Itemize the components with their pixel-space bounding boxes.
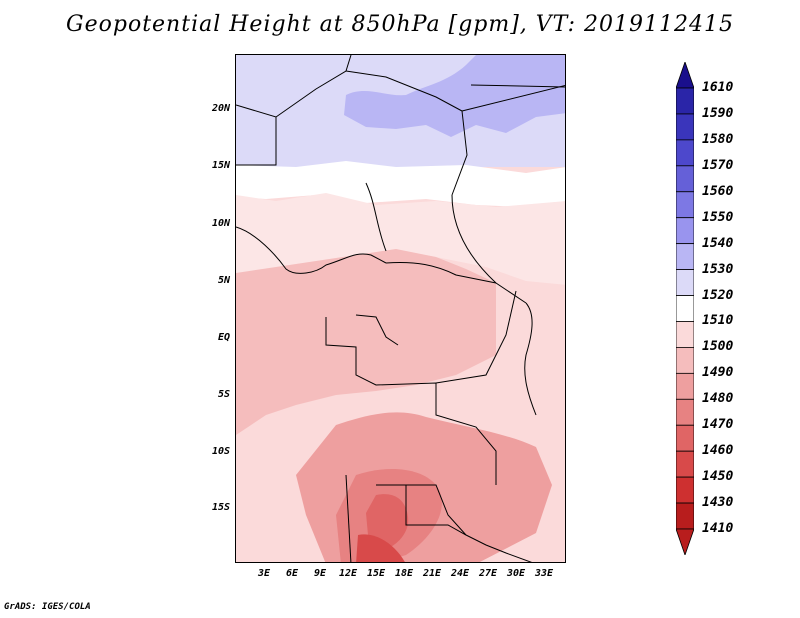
colorbar-segment [676,243,694,270]
colorbar-label: 1530 [702,261,734,277]
colorbar-segment [676,139,694,167]
band-1510 [236,161,565,207]
colorbar-segment [676,191,694,219]
band-1490 [236,249,496,435]
colorbar-label: 1610 [702,80,734,95]
lon-label-33e: 33E [534,568,554,579]
colorbar-cap-top [676,62,694,89]
colorbar-label: 1510 [702,313,734,329]
colorbar-segment [676,476,694,504]
lat-label-15n: 15N [211,160,230,171]
colorbar [676,62,694,555]
lon-label-12e: 12E [338,568,358,579]
lon-label-18e: 18E [394,568,414,579]
colorbar-label: 1590 [702,105,734,121]
colorbar-cap-bottom [676,528,694,555]
colorbar-segment [676,424,694,452]
colorbar-segment [676,398,694,426]
colorbar-label: 1560 [702,183,734,199]
lon-label-3e: 3E [257,568,271,579]
lat-label-5s: 5S [217,389,230,400]
colorbar-segments [676,62,694,555]
colorbar-segment [676,269,694,296]
lon-label-21e: 21E [422,568,442,579]
lon-label-30e: 30E [506,568,526,579]
lat-label-20n: 20N [211,103,230,114]
colorbar-label: 1520 [702,287,734,303]
colorbar-segment [676,165,694,193]
height-field-map [236,55,565,562]
lat-label-10s: 10S [211,446,230,457]
lon-label-24e: 24E [450,568,470,579]
lat-label-eq: EQ [217,332,230,343]
colorbar-segment [676,372,694,400]
colorbar-label: 1430 [702,495,734,511]
colorbar-label: 1580 [702,131,734,147]
colorbar-segment [676,87,694,115]
colorbar-segment [676,321,694,348]
lon-label-15e: 15E [366,568,386,579]
country-borders [236,55,565,562]
colorbar-segment [676,450,694,478]
lat-label-5n: 5N [217,275,230,286]
colorbar-segment [676,347,694,374]
map-title: Geopotential Height at 850hPa [gpm], VT:… [66,12,734,37]
colorbar-segment [676,217,694,245]
colorbar-label: 1450 [702,469,734,485]
colorbar-label: 1570 [702,157,734,173]
colorbar-label: 1550 [702,209,734,225]
colorbar-label: 1500 [702,339,734,355]
lon-label-9e: 9E [313,568,327,579]
colorbar-segment [676,502,694,530]
colorbar-label: 1410 [702,521,734,536]
band-1530 [344,55,565,137]
colorbar-label: 1540 [702,235,734,251]
credit-text: GrADS: IGES/COLA [4,602,91,612]
colorbar-segment [676,295,694,322]
colorbar-label: 1480 [702,391,734,407]
lat-label-10n: 10N [211,218,230,229]
colorbar-segment [676,113,694,141]
lon-label-27e: 27E [478,568,498,579]
lat-label-15s: 15S [211,502,230,513]
band-1450 [356,534,405,562]
lon-label-6e: 6E [285,568,299,579]
map-panel [235,54,566,563]
colorbar-label: 1470 [702,417,734,433]
colorbar-label: 1460 [702,443,734,459]
colorbar-label: 1490 [702,365,734,381]
